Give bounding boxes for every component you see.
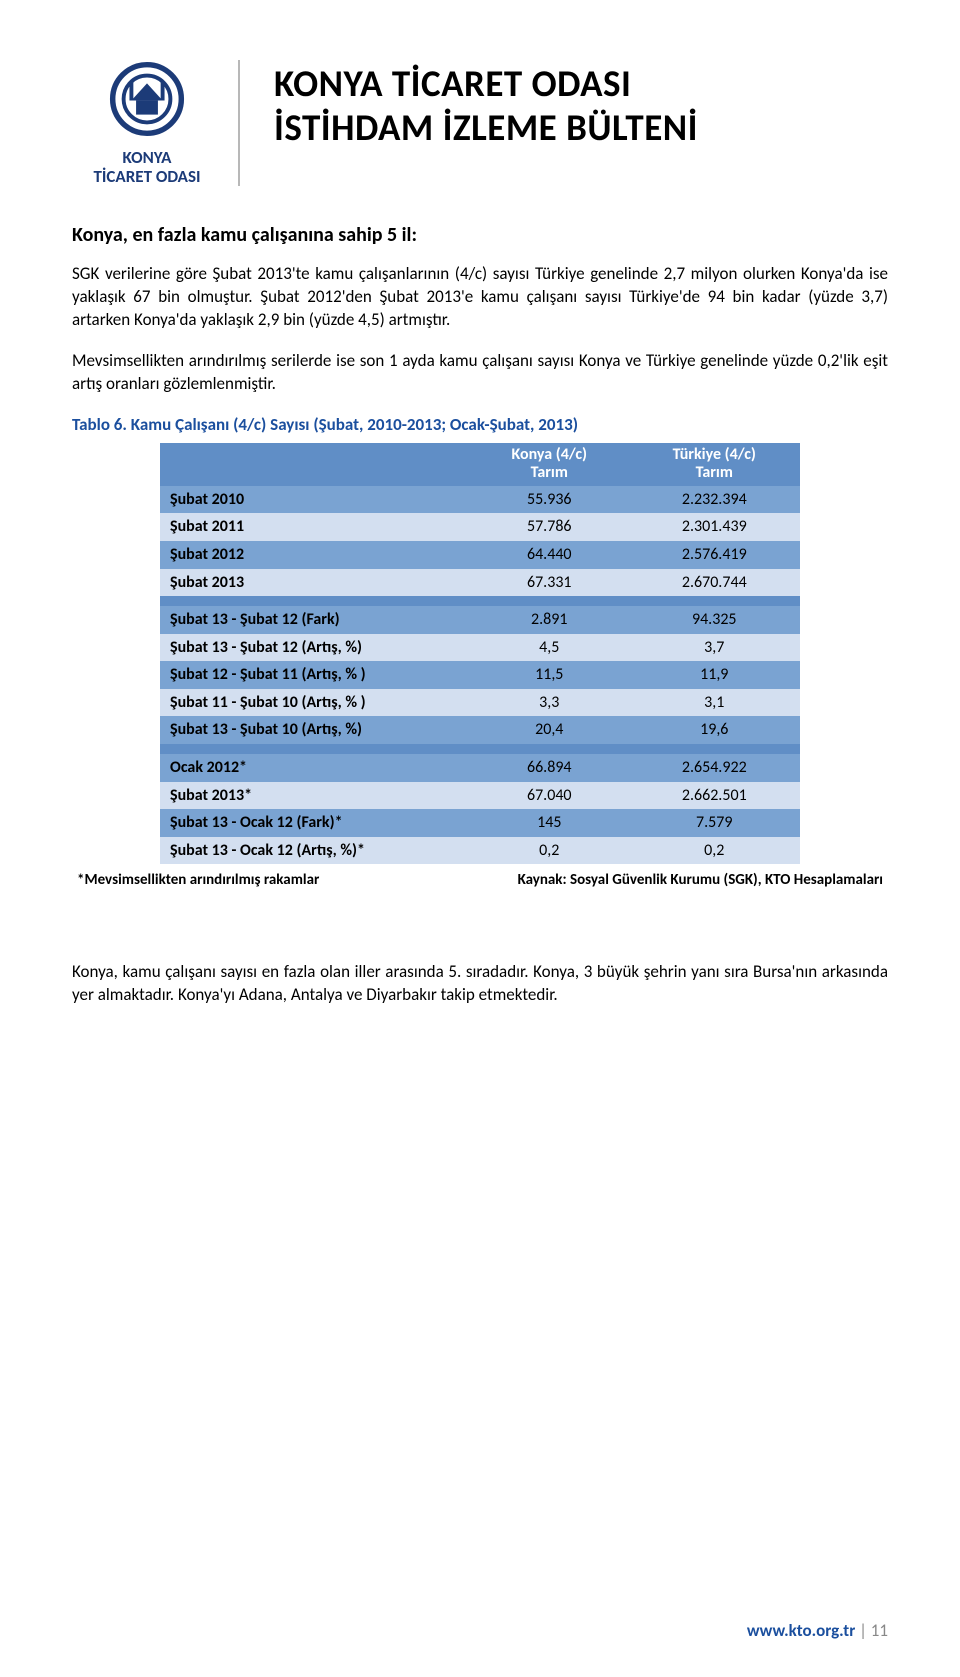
cell: 3,3	[470, 689, 629, 717]
table-notes: *Mevsimsellikten arındırılmış rakamlar K…	[77, 870, 883, 890]
note-right: Kaynak: Sosyal Güvenlik Kurumu (SGK), KT…	[518, 870, 883, 890]
col2-l1: Türkiye (4/c)	[673, 445, 756, 464]
paragraph-1: SGK verilerine göre Şubat 2013'te kamu ç…	[72, 263, 888, 332]
cell: 66.894	[470, 754, 629, 782]
document-header: KONYA TİCARET ODASI KONYA TİCARET ODASI …	[72, 60, 888, 186]
cell: 67.331	[470, 569, 629, 597]
cell: 0,2	[470, 837, 629, 865]
cell: 2.301.439	[629, 513, 800, 541]
cell: 2.670.744	[629, 569, 800, 597]
table-row: Şubat 201367.3312.670.744	[160, 569, 800, 597]
cell: 57.786	[470, 513, 629, 541]
cell: 64.440	[470, 541, 629, 569]
page-footer: www.kto.org.tr | 11	[747, 1620, 888, 1643]
col2-l2: Tarım	[696, 463, 733, 482]
cell: 3,7	[629, 634, 800, 662]
col-header-turkiye: Türkiye (4/c) Tarım	[629, 443, 800, 486]
cell: 11,9	[629, 661, 800, 689]
section-heading: Konya, en fazla kamu çalışanına sahip 5 …	[72, 222, 888, 249]
spacer-row	[160, 596, 800, 606]
cell: 55.936	[470, 486, 629, 514]
row-label: Şubat 2013	[160, 569, 470, 597]
footer-page: 11	[871, 1620, 888, 1641]
cell: 2.576.419	[629, 541, 800, 569]
table-row: Şubat 13 - Şubat 12 (Fark)2.89194.325	[160, 606, 800, 634]
footer-url: www.kto.org.tr	[747, 1620, 855, 1641]
table-corner-cell	[160, 443, 470, 486]
note-left: *Mevsimsellikten arındırılmış rakamlar	[77, 870, 319, 890]
kto-logo-icon	[108, 60, 186, 138]
row-label: Şubat 2011	[160, 513, 470, 541]
row-label: Şubat 13 - Ocak 12 (Artış, %)*	[160, 837, 470, 865]
row-label: Şubat 2010	[160, 486, 470, 514]
table-row: Şubat 12 - Şubat 11 (Artış, % )11,511,9	[160, 661, 800, 689]
table-row: Şubat 13 - Ocak 12 (Fark)*1457.579	[160, 809, 800, 837]
cell: 4,5	[470, 634, 629, 662]
table-row: Şubat 201055.9362.232.394	[160, 486, 800, 514]
row-label: Şubat 11 - Şubat 10 (Artış, % )	[160, 689, 470, 717]
cell: 2.662.501	[629, 782, 800, 810]
col1-l2: Tarım	[531, 463, 568, 482]
table-row: Şubat 201264.4402.576.419	[160, 541, 800, 569]
cell: 2.654.922	[629, 754, 800, 782]
cell: 2.232.394	[629, 486, 800, 514]
header-divider	[238, 60, 240, 186]
cell: 7.579	[629, 809, 800, 837]
row-label: Ocak 2012*	[160, 754, 470, 782]
row-label: Şubat 12 - Şubat 11 (Artış, % )	[160, 661, 470, 689]
row-label: Şubat 13 - Ocak 12 (Fark)*	[160, 809, 470, 837]
cell: 11,5	[470, 661, 629, 689]
cell: 94.325	[629, 606, 800, 634]
data-table: Konya (4/c) Tarım Türkiye (4/c) Tarım Şu…	[160, 443, 800, 865]
title-line1: KONYA TİCARET ODASI	[274, 62, 698, 106]
cell: 19,6	[629, 716, 800, 744]
table-row: Şubat 13 - Ocak 12 (Artış, %)*0,20,2	[160, 837, 800, 865]
spacer-row	[160, 744, 800, 754]
row-label: Şubat 2013*	[160, 782, 470, 810]
footer-sep: |	[855, 1620, 871, 1641]
logo-block: KONYA TİCARET ODASI	[72, 60, 222, 186]
table-caption: Tablo 6. Kamu Çalışanı (4/c) Sayısı (Şub…	[72, 414, 888, 437]
paragraph-2: Mevsimsellikten arındırılmış serilerde i…	[72, 350, 888, 396]
col-header-konya: Konya (4/c) Tarım	[470, 443, 629, 486]
table-row: Şubat 2013*67.0402.662.501	[160, 782, 800, 810]
table-row: Şubat 201157.7862.301.439	[160, 513, 800, 541]
cell: 2.891	[470, 606, 629, 634]
row-label: Şubat 13 - Şubat 12 (Fark)	[160, 606, 470, 634]
logo-text-line1: KONYA	[72, 149, 222, 168]
cell: 3,1	[629, 689, 800, 717]
table-row: Şubat 11 - Şubat 10 (Artış, % )3,33,1	[160, 689, 800, 717]
cell: 20,4	[470, 716, 629, 744]
col1-l1: Konya (4/c)	[512, 445, 588, 464]
row-label: Şubat 13 - Şubat 10 (Artış, %)	[160, 716, 470, 744]
row-label: Şubat 13 - Şubat 12 (Artış, %)	[160, 634, 470, 662]
table-row: Şubat 13 - Şubat 10 (Artış, %)20,419,6	[160, 716, 800, 744]
logo-text-line2: TİCARET ODASI	[72, 168, 222, 187]
cell: 67.040	[470, 782, 629, 810]
paragraph-3: Konya, kamu çalışanı sayısı en fazla ola…	[72, 961, 888, 1007]
table-row: Ocak 2012*66.8942.654.922	[160, 754, 800, 782]
cell: 0,2	[629, 837, 800, 865]
table-row: Şubat 13 - Şubat 12 (Artış, %)4,53,7	[160, 634, 800, 662]
title-block: KONYA TİCARET ODASI İSTİHDAM İZLEME BÜLT…	[256, 60, 698, 151]
cell: 145	[470, 809, 629, 837]
table-header-row: Konya (4/c) Tarım Türkiye (4/c) Tarım	[160, 443, 800, 486]
title-line2: İSTİHDAM İZLEME BÜLTENİ	[274, 106, 698, 150]
row-label: Şubat 2012	[160, 541, 470, 569]
